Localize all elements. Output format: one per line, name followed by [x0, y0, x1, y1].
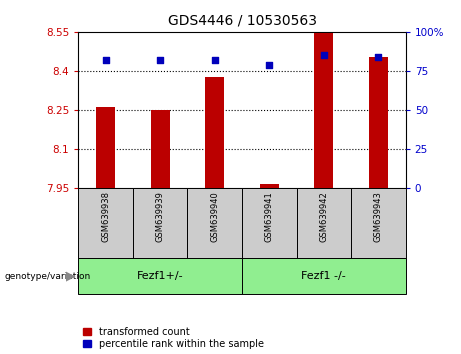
- Bar: [78, 188, 133, 258]
- Text: genotype/variation: genotype/variation: [5, 272, 91, 281]
- Bar: [188, 188, 242, 258]
- Text: GSM639943: GSM639943: [374, 191, 383, 242]
- Text: GSM639939: GSM639939: [156, 191, 165, 242]
- Bar: [205, 77, 225, 188]
- Bar: [78, 258, 242, 294]
- Point: [157, 57, 164, 63]
- Bar: [96, 107, 115, 188]
- Point: [375, 54, 382, 59]
- Bar: [242, 188, 296, 258]
- Text: Fezf1 -/-: Fezf1 -/-: [301, 271, 346, 281]
- Bar: [369, 57, 388, 188]
- Bar: [242, 258, 406, 294]
- Bar: [260, 184, 279, 188]
- Point: [211, 57, 219, 63]
- Point: [102, 57, 109, 63]
- Text: Fezf1+/-: Fezf1+/-: [137, 271, 183, 281]
- Title: GDS4446 / 10530563: GDS4446 / 10530563: [167, 14, 317, 28]
- Text: GSM639938: GSM639938: [101, 191, 110, 242]
- Bar: [296, 188, 351, 258]
- Legend: transformed count, percentile rank within the sample: transformed count, percentile rank withi…: [83, 327, 264, 349]
- Bar: [151, 110, 170, 188]
- Bar: [314, 33, 333, 188]
- Text: ▶: ▶: [66, 270, 76, 282]
- Bar: [133, 188, 188, 258]
- Text: GSM639941: GSM639941: [265, 191, 274, 242]
- Text: GSM639942: GSM639942: [319, 191, 328, 242]
- Point: [320, 52, 327, 58]
- Point: [266, 62, 273, 67]
- Text: GSM639940: GSM639940: [210, 191, 219, 242]
- Bar: [351, 188, 406, 258]
